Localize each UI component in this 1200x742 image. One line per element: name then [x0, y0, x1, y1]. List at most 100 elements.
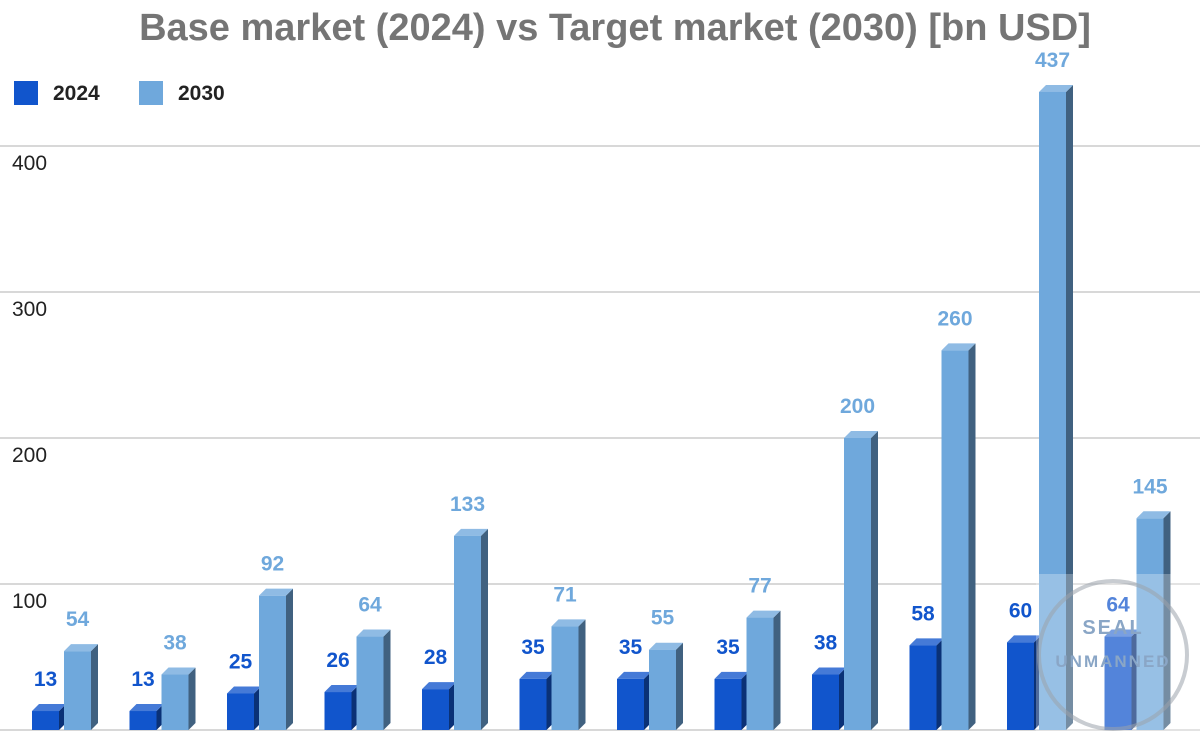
- y-tick-label-400: 400: [12, 152, 47, 175]
- bar-top-2030-10: [941, 343, 976, 351]
- bar-front-2024-12: [1104, 636, 1132, 730]
- bar-top-2024-11: [1007, 635, 1041, 643]
- bar-side-2030-5: [481, 528, 488, 730]
- bar-2024-2: [129, 704, 164, 730]
- data-label-2030-1: 54: [66, 608, 90, 631]
- bar-front-2024-7: [617, 678, 644, 730]
- bar-top-2030-2: [161, 667, 196, 675]
- bar-front-2030-10: [941, 350, 969, 730]
- bar-front-2024-11: [1007, 642, 1034, 730]
- bar-front-2024-8: [714, 678, 742, 730]
- bar-front-2024-5: [422, 689, 449, 730]
- bar-top-2030-8: [746, 610, 781, 618]
- bar-2030-4: [356, 629, 391, 730]
- bar-front-2030-7: [649, 649, 676, 730]
- bar-2030-12: [1136, 511, 1171, 730]
- bar-front-2030-3: [259, 595, 286, 730]
- data-label-2024-10: 58: [911, 602, 935, 625]
- data-label-2030-8: 77: [748, 575, 771, 598]
- data-label-2030-5: 133: [450, 493, 485, 516]
- bar-2024-11: [1007, 635, 1041, 730]
- bars: [32, 84, 1171, 731]
- bar-front-2030-6: [551, 626, 579, 730]
- bar-2030-7: [649, 642, 683, 730]
- chart-title: Base market (2024) vs Target market (203…: [139, 7, 1091, 49]
- bar-front-2024-9: [812, 674, 839, 730]
- bar-side-2030-4: [383, 629, 391, 730]
- bar-top-2030-3: [259, 588, 293, 596]
- bar-side-2030-1: [91, 644, 98, 730]
- y-tick-label-100: 100: [12, 590, 47, 613]
- data-label-2030-9: 200: [840, 395, 875, 418]
- bar-front-2030-2: [161, 674, 189, 730]
- bar-front-2030-1: [64, 651, 91, 730]
- data-label-2030-7: 55: [651, 607, 675, 630]
- bar-top-2030-6: [551, 619, 586, 627]
- bar-top-2024-10: [909, 638, 944, 646]
- legend-label-2024: 2024: [53, 82, 100, 105]
- bar-front-2024-1: [32, 711, 59, 730]
- bar-2030-2: [161, 667, 196, 730]
- bar-top-2024-4: [324, 685, 359, 693]
- bar-top-2030-11: [1039, 84, 1073, 92]
- bar-2024-6: [519, 671, 554, 730]
- data-label-2030-2: 38: [163, 632, 187, 655]
- bar-top-2024-2: [129, 704, 164, 712]
- bar-top-2030-7: [649, 642, 683, 650]
- gridlines: [0, 145, 1200, 731]
- data-label-2030-4: 64: [358, 594, 382, 617]
- bar-front-2024-2: [129, 711, 157, 730]
- bar-front-2030-4: [356, 636, 384, 730]
- legend-label-2030: 2030: [178, 82, 225, 105]
- data-label-2030-10: 260: [937, 307, 972, 330]
- data-label-2024-4: 26: [326, 649, 349, 672]
- data-label-2024-12: 64: [1106, 594, 1130, 617]
- bar-front-2030-12: [1136, 518, 1164, 730]
- data-label-2024-6: 35: [521, 636, 545, 659]
- data-label-2030-6: 71: [553, 583, 577, 606]
- bar-top-2024-12: [1104, 629, 1139, 637]
- data-label-2024-3: 25: [229, 651, 253, 674]
- bar-front-2024-10: [909, 645, 937, 730]
- bar-2030-3: [259, 588, 293, 730]
- data-label-2030-11: 437: [1035, 49, 1070, 72]
- bar-2024-9: [812, 667, 846, 730]
- bar-side-2030-9: [871, 431, 878, 730]
- bar-front-2030-8: [746, 617, 774, 730]
- data-label-2024-11: 60: [1009, 599, 1032, 622]
- bar-top-2024-1: [32, 704, 66, 712]
- bar-2024-3: [227, 686, 261, 730]
- bar-2024-10: [909, 638, 944, 730]
- bar-front-2030-9: [844, 438, 871, 730]
- bar-top-2024-7: [617, 671, 651, 679]
- bar-2024-7: [617, 671, 651, 730]
- bar-top-2024-6: [519, 671, 554, 679]
- data-labels: 13 54 13 38 25 92 26 64 28 133 35 71 35 55 35 77 38 200 58…: [34, 49, 1168, 691]
- bar-front-2024-3: [227, 693, 254, 730]
- bar-2024-4: [324, 685, 359, 730]
- watermark-text-unmanned: UNMANNED: [1055, 652, 1170, 671]
- data-label-2030-3: 92: [261, 553, 284, 576]
- bar-2030-1: [64, 644, 98, 730]
- data-label-2024-2: 13: [131, 668, 154, 691]
- data-label-2024-5: 28: [424, 646, 448, 669]
- y-axis-ticks: 100 200 300 400: [12, 152, 47, 613]
- bar-top-2024-9: [812, 667, 846, 675]
- bar-front-2024-4: [324, 692, 352, 730]
- bar-2030-11: [1039, 84, 1073, 731]
- watermark-text-seal: SEAL: [1082, 617, 1143, 639]
- bar-side-2030-12: [1163, 511, 1171, 730]
- y-tick-label-300: 300: [12, 298, 47, 321]
- legend-swatch-2030: [139, 81, 163, 105]
- bar-2024-8: [714, 671, 749, 730]
- legend: 2024 2030: [14, 81, 225, 105]
- legend-swatch-2024: [14, 81, 38, 105]
- bar-2024-5: [422, 682, 456, 730]
- data-label-2030-12: 145: [1132, 475, 1167, 498]
- data-label-2024-1: 13: [34, 668, 57, 691]
- bar-front-2030-5: [454, 535, 481, 730]
- data-label-2024-9: 38: [814, 632, 838, 655]
- bar-top-2030-5: [454, 528, 488, 536]
